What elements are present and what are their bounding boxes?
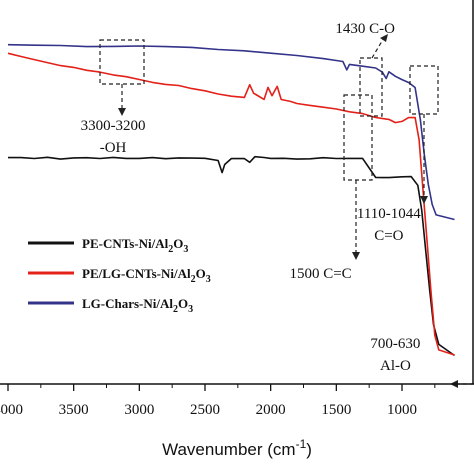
x-tick-label: 3500	[59, 402, 89, 418]
legend-label-1: PE/LG-CNTs-Ni/Al2O3	[82, 266, 211, 285]
x-tick-label: 1000	[387, 402, 417, 418]
x-tick-label: 3000	[124, 402, 154, 418]
annotation-label-2: 1430 C-O	[335, 21, 395, 37]
box-cc	[343, 94, 373, 181]
annotation-labels: 3300-3200 -OH 1430 C-O 1110-1044 C=O 1500 C=C…	[81, 21, 422, 374]
box-oh	[99, 39, 145, 85]
legend: PE-CNTs-Ni/Al2O3 PE/LG-CNTs-Ni/Al2O3 LG-Ch…	[28, 236, 211, 315]
legend-label-2: LG-Chars-Ni/Al2O3	[82, 296, 193, 315]
x-ticks: 4000 3500 3000 2500 2000 1500 1000	[0, 384, 436, 418]
x-axis: 4000 3500 3000 2500 2000 1500 1000	[0, 0, 474, 418]
annotation-boxes	[99, 39, 439, 181]
legend-label-0: PE-CNTs-Ni/Al2O3	[82, 236, 188, 255]
x-tick-label: 4000	[0, 402, 23, 418]
annotation-label-5: 1500 C=C	[289, 266, 351, 282]
annotation-label-1: -OH	[100, 140, 127, 156]
box-c-o	[409, 65, 439, 115]
x-axis-title: Wavenumber (cm-1)	[162, 437, 312, 459]
annotation-label-6: 700-630	[370, 336, 420, 352]
x-tick-label: 2000	[256, 402, 286, 418]
x-tick-label: 2500	[190, 402, 220, 418]
annotation-label-7: Al-O	[380, 358, 411, 374]
series-line-1	[7, 52, 455, 356]
x-tick-label: 1500	[321, 402, 351, 418]
series-line-0	[8, 155, 455, 357]
annotation-label-4: C=O	[374, 228, 403, 244]
annotation-label-0: 3300-3200	[81, 118, 146, 134]
annotation-label-3: 1110-1044	[357, 206, 421, 222]
series-line-2	[7, 43, 455, 221]
box-co	[359, 57, 383, 117]
plot-lines	[7, 43, 455, 357]
